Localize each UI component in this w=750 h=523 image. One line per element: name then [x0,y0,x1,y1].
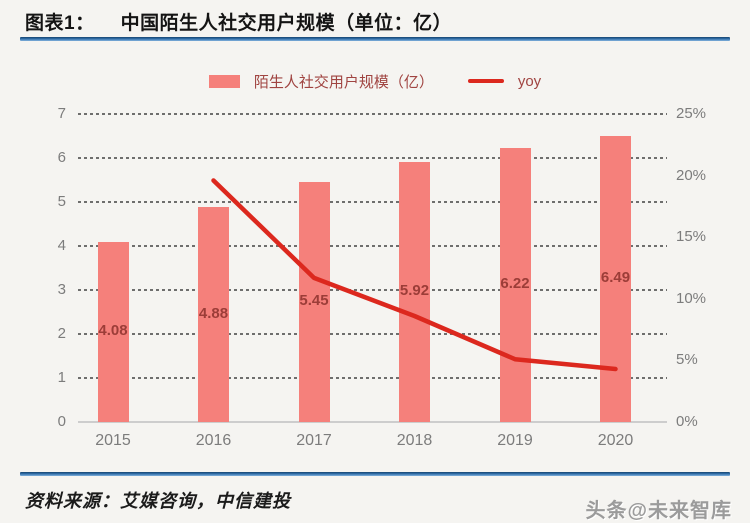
chart-legend: 陌生人社交用户规模（亿） yoy [0,70,750,92]
left-axis-tick: 6 [57,149,66,166]
gridline [78,333,667,335]
gridline [78,201,667,203]
x-axis-baseline [78,421,667,423]
legend-bar-swatch [208,74,240,88]
gridline [78,289,667,291]
x-axis-label: 2015 [95,432,131,449]
right-axis-tick: 5% [676,351,698,369]
gridline [78,245,667,247]
legend-line-swatch [467,79,504,83]
bar-value-label: 5.45 [299,292,329,310]
left-axis-tick: 1 [57,369,66,386]
watermark-text: 头条@未来智库 [585,500,732,522]
legend-line-label: yoy [517,72,542,90]
figure-number-label: 图表1： [25,13,95,34]
footer-divider-rule [20,472,730,476]
chart-plot-area: 0 1 2 3 4 5 6 7 0% 5% 10% 15% 20% 25% 4.08 2015 4.88 2016… [57,105,707,449]
bar-value-label: 4.88 [198,304,229,322]
right-axis-tick: 0% [676,413,698,430]
left-axis-tick: 4 [57,237,66,254]
title-divider-rule [20,37,730,41]
gridline [78,377,667,379]
x-axis-label: 2016 [195,432,232,449]
bar-value-label: 4.08 [98,322,128,340]
gridline [78,113,667,115]
gridline [78,157,667,159]
legend-bar-label: 陌生人社交用户规模（亿） [253,73,434,91]
right-axis-tick: 25% [676,105,707,122]
x-axis-label: 2020 [597,432,634,449]
right-axis-tick: 20% [676,166,707,184]
bar [97,242,129,422]
left-axis-tick: 7 [57,105,66,122]
x-axis-label: 2017 [296,432,332,449]
bar-value-label: 6.22 [500,275,530,293]
figure-title-row: 图表1： 中国陌生人社交用户规模（单位：亿） [25,8,735,35]
right-axis-tick: 15% [676,228,707,246]
left-axis-tick: 0 [57,413,66,430]
figure-title: 中国陌生人社交用户规模（单位：亿） [120,13,453,34]
left-axis-tick: 3 [57,281,66,298]
x-axis-label: 2018 [396,432,433,449]
data-source-note: 资料来源：艾媒咨询，中信建投 [25,491,291,511]
x-axis-label: 2019 [497,432,533,449]
right-axis-tick: 10% [676,289,707,307]
left-axis-tick: 2 [57,325,66,342]
left-axis-tick: 5 [57,193,66,210]
bar-value-label: 5.92 [399,281,430,299]
bar-value-label: 6.49 [600,269,631,287]
